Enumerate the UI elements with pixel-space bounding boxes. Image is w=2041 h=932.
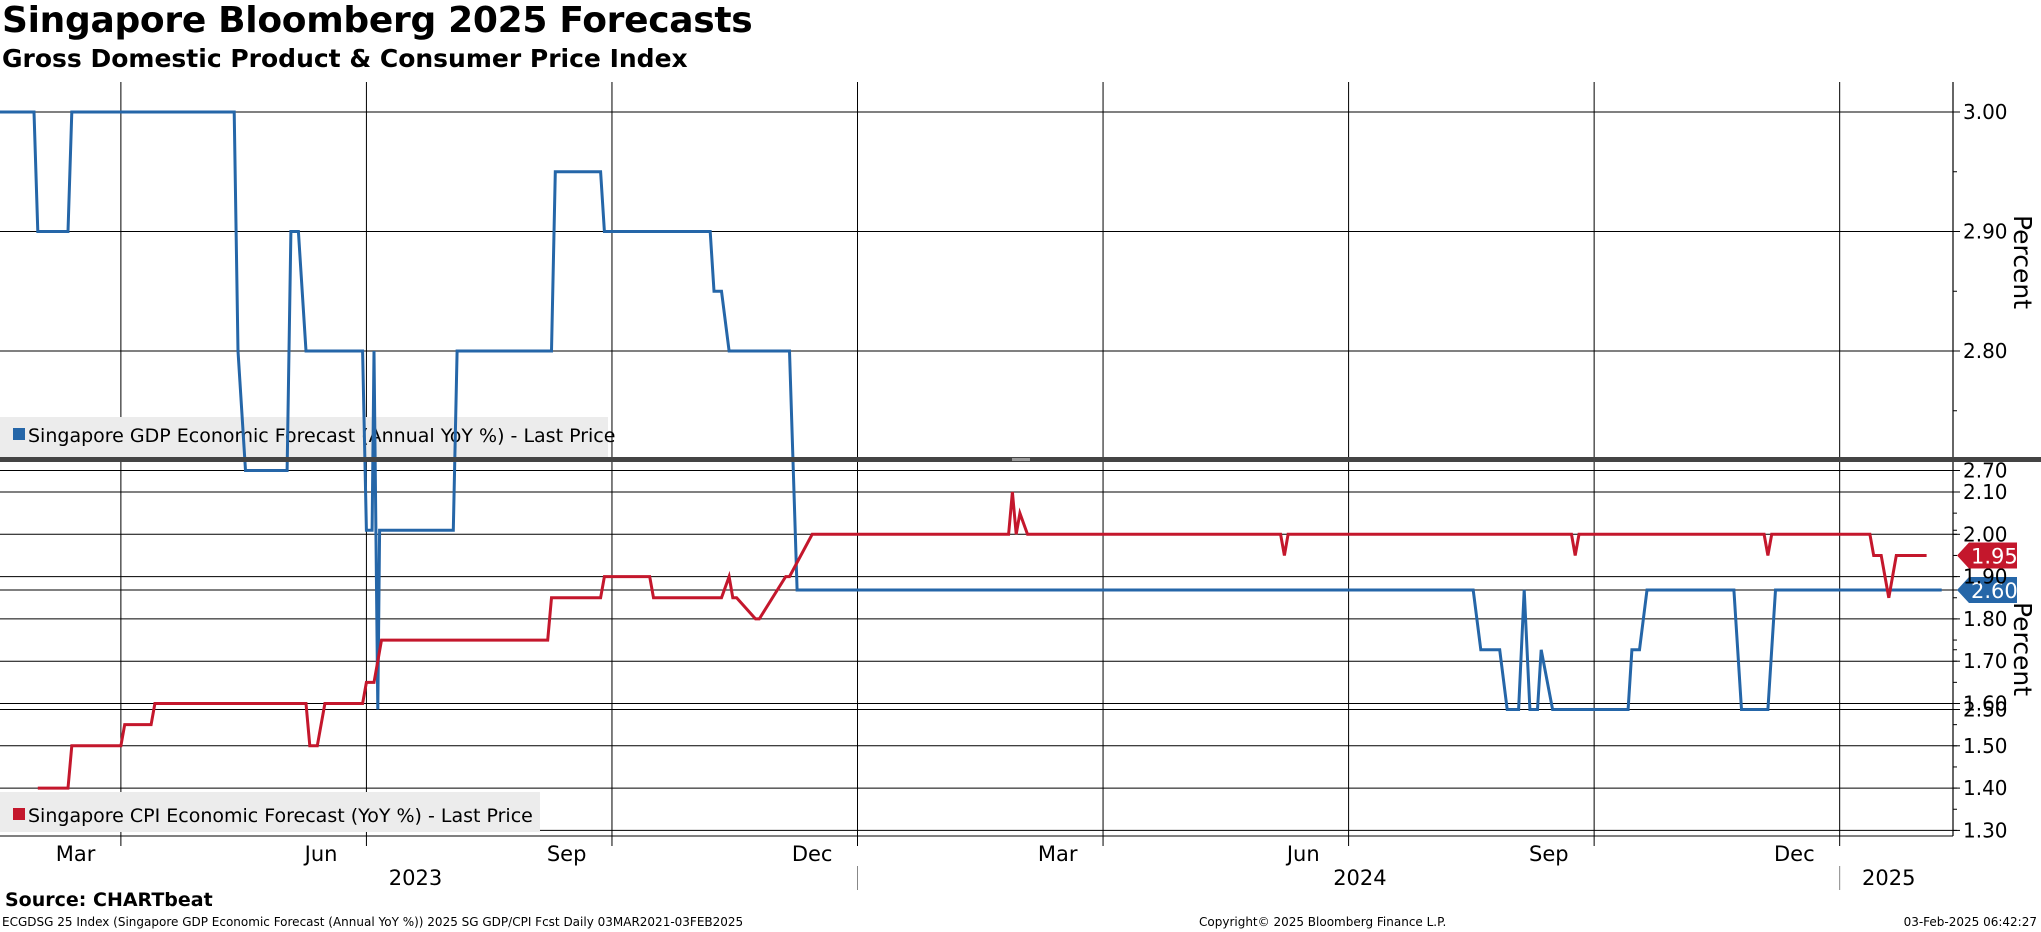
x-month-label: Dec [1774, 842, 1815, 866]
x-month-label: Jun [303, 842, 338, 866]
panel-divider-handle [1012, 458, 1030, 461]
gdp-ytick-label: 2.70 [1963, 459, 2008, 483]
cpi-last-value-label: 1.95 [1971, 544, 2018, 568]
footer-ticker-info: ECGDSG 25 Index (Singapore GDP Economic … [2, 915, 744, 929]
gdp-ytick-label: 3.00 [1963, 100, 2008, 124]
cpi-legend: Singapore CPI Economic Forecast (YoY %) … [0, 792, 540, 832]
x-month-label: Mar [56, 842, 96, 866]
cpi-ytick-label: 1.80 [1963, 607, 2008, 631]
cpi-series-line [37, 491, 1927, 790]
cpi-panel-grid [0, 462, 1953, 836]
x-year-label: 2023 [389, 866, 442, 890]
cpi-ytick-label: 1.50 [1963, 734, 2008, 758]
cpi-ytick-label: 1.30 [1963, 818, 2008, 842]
x-year-label: 2024 [1333, 866, 1386, 890]
footer-copyright: Copyright© 2025 Bloomberg Finance L.P. [1199, 915, 1447, 929]
gdp-last-value-tag [1957, 577, 2017, 603]
gdp-axis-title: Percent [2008, 215, 2037, 309]
chart-title: Singapore Bloomberg 2025 Forecasts [2, 0, 753, 41]
gdp-ytick-label: 2.90 [1963, 220, 2008, 244]
cpi-ytick-label: 1.90 [1963, 565, 2008, 589]
x-month-label: Sep [547, 842, 587, 866]
cpi-legend-background [0, 792, 540, 832]
gdp-legend-background [0, 417, 608, 457]
source-note: Source: CHARTbeat [5, 889, 213, 911]
axes-layer: 3.002.902.802.702.602.502.60Percent2.102… [0, 82, 2041, 890]
x-year-label: 2025 [1862, 866, 1915, 890]
gdp-ytick-label: 2.50 [1963, 698, 2008, 722]
gdp-series-line [0, 110, 1942, 711]
cpi-ytick-label: 2.00 [1963, 522, 2008, 546]
gdp-panel-grid [0, 82, 1953, 710]
series-layer [0, 110, 1942, 790]
chart-subtitle: Gross Domestic Product & Consumer Price … [2, 44, 688, 73]
cpi-last-value-tag [1957, 542, 2017, 569]
gdp-legend-swatch [13, 428, 25, 440]
cpi-ytick-label: 1.40 [1963, 776, 2008, 800]
cpi-legend-label: Singapore CPI Economic Forecast (YoY %) … [28, 805, 533, 827]
x-month-label: Sep [1529, 842, 1569, 866]
cpi-ytick-label: 1.60 [1963, 692, 2008, 716]
cpi-ytick-label: 2.10 [1963, 480, 2008, 504]
gdp-legend: Singapore GDP Economic Forecast (Annual … [0, 417, 615, 457]
cpi-ytick-label: 1.70 [1963, 649, 2008, 673]
x-month-label: Mar [1038, 842, 1078, 866]
gdp-ytick-label: 2.80 [1963, 339, 2008, 363]
x-month-label: Jun [1285, 842, 1320, 866]
footer-timestamp: 03-Feb-2025 06:42:27 [1903, 915, 2037, 929]
x-month-label: Dec [792, 842, 833, 866]
cpi-legend-swatch [13, 808, 25, 820]
gdp-legend-label: Singapore GDP Economic Forecast (Annual … [28, 425, 615, 447]
gdp-last-value-label: 2.60 [1971, 579, 2018, 603]
cpi-axis-title: Percent [2008, 602, 2037, 696]
